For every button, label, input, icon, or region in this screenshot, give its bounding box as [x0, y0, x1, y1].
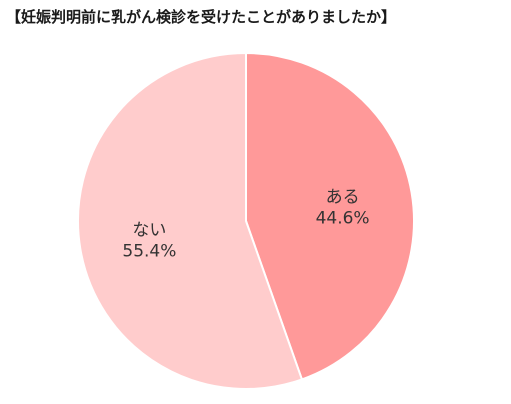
slice-label-2: ない [132, 221, 166, 241]
slice-value-label-2: 55.4% [122, 242, 176, 262]
slice-value-label-1: 44.6% [316, 208, 370, 228]
pie-slices [77, 51, 415, 390]
chart-title: 【妊娠判明前に乳がん検診を受けたことがありましたか】 [6, 8, 397, 26]
pie-slice-2 [77, 51, 304, 390]
pie-slice-1 [245, 51, 415, 381]
slice-label-1: ある [326, 187, 360, 207]
